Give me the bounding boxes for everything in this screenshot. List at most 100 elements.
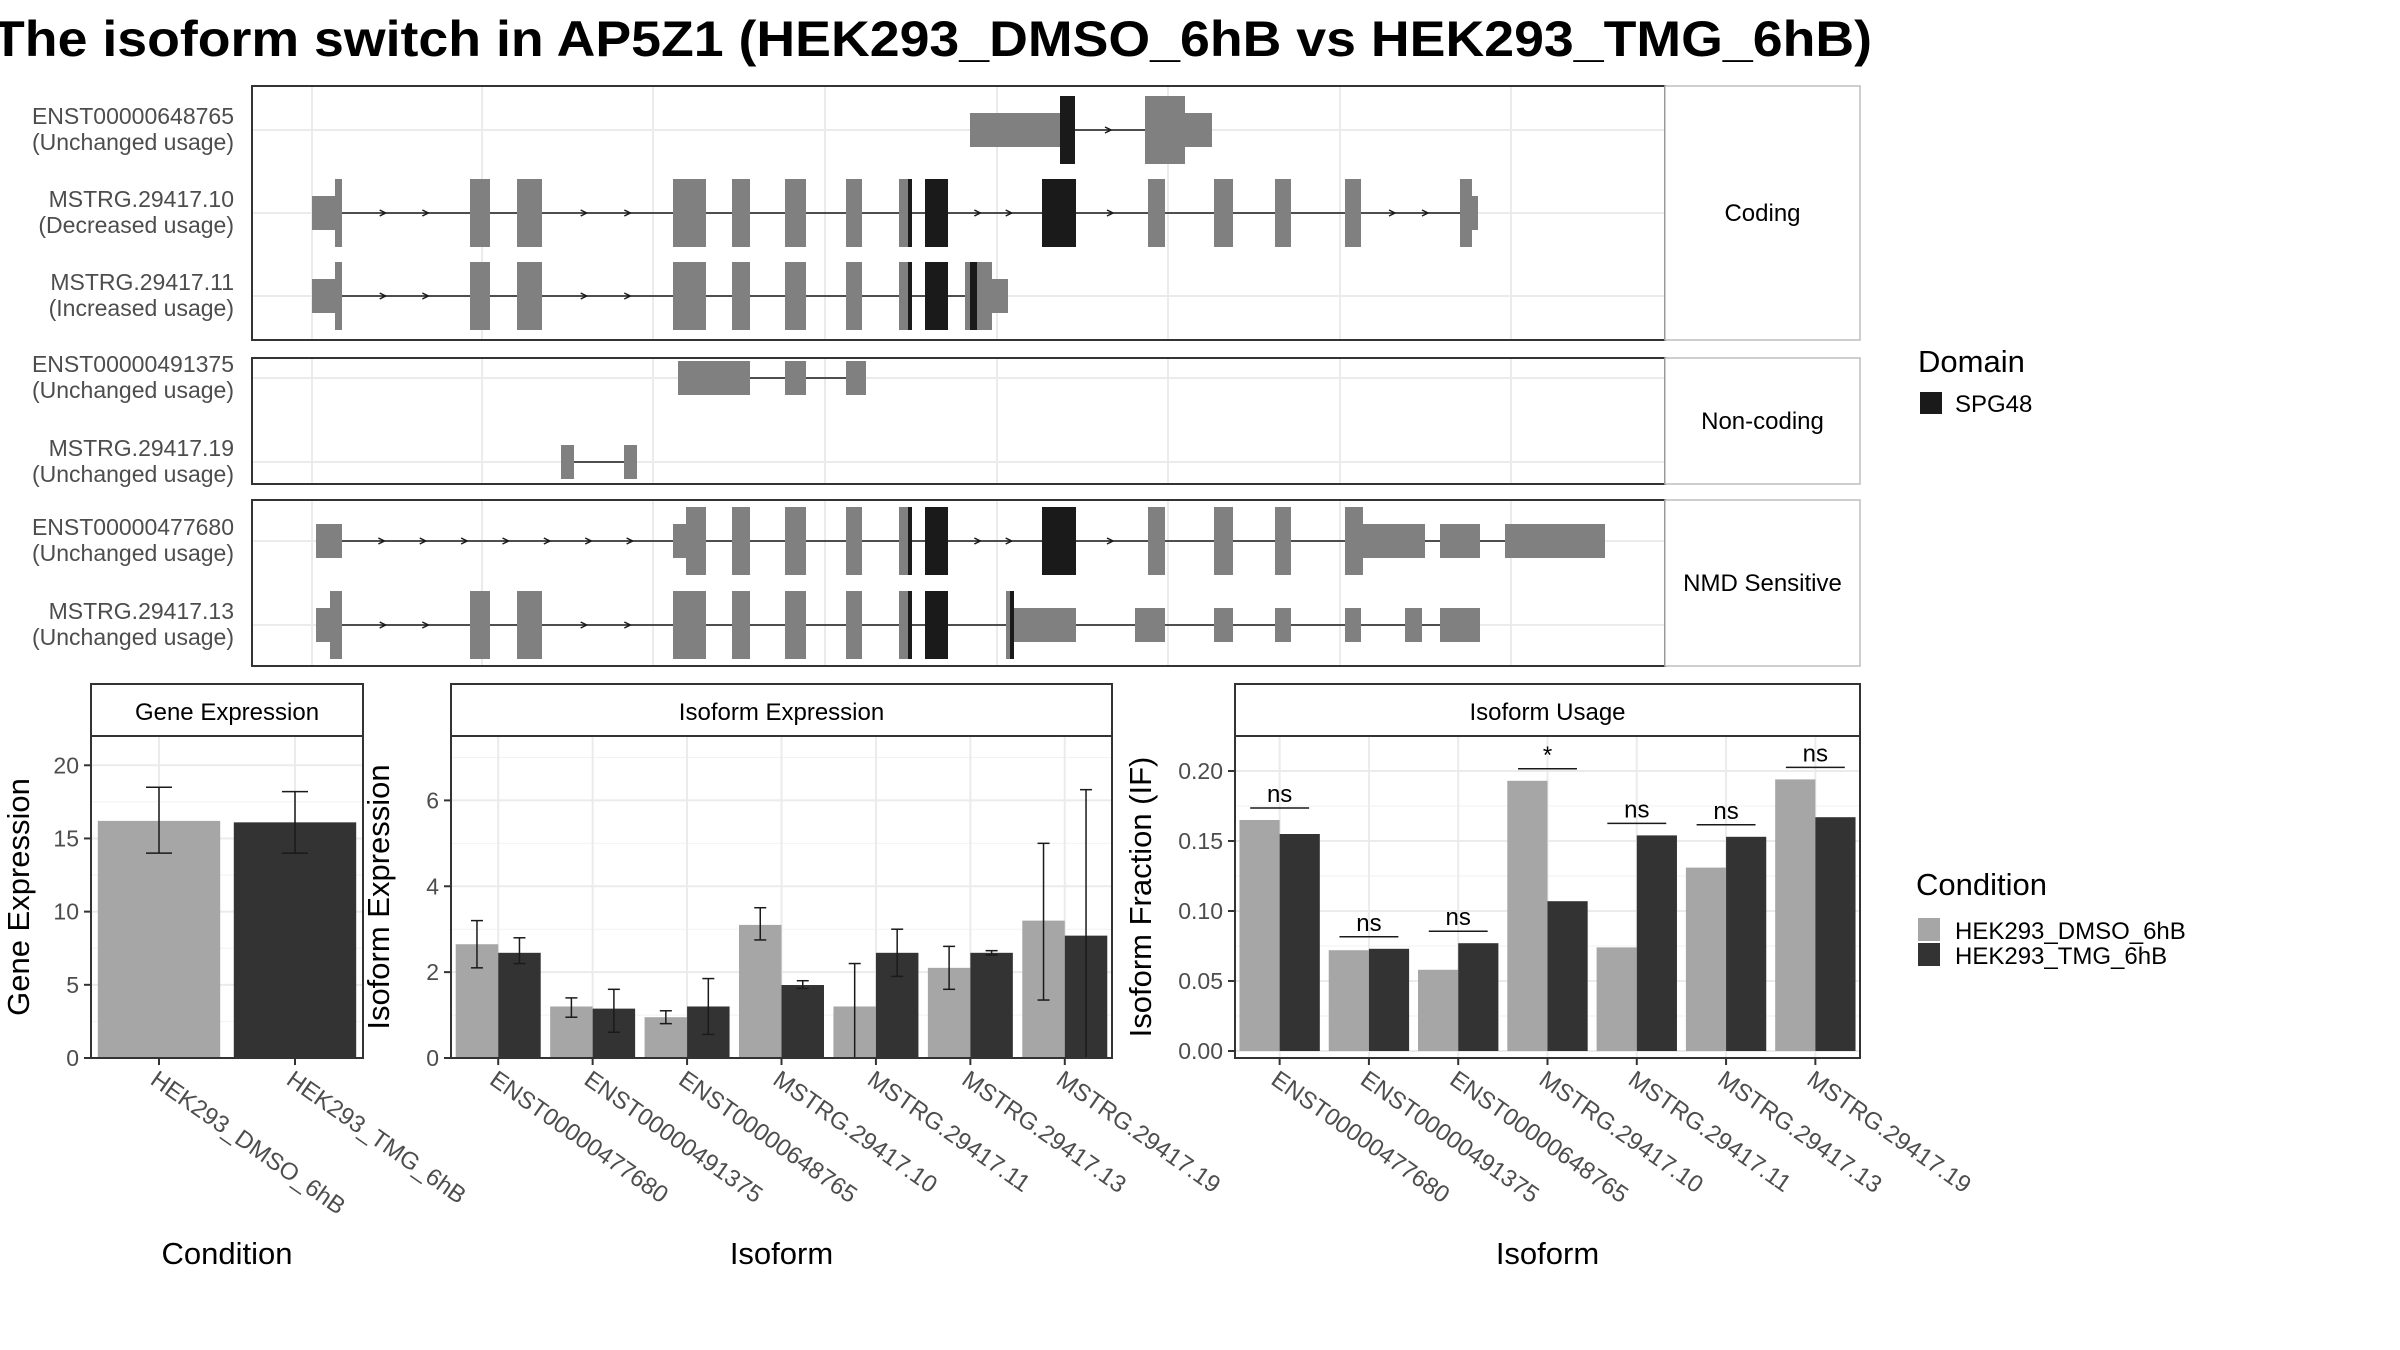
intron-arrow <box>584 537 593 545</box>
bar <box>1418 969 1459 1051</box>
exon <box>992 279 1008 313</box>
domain-exon <box>1042 507 1076 575</box>
exon <box>1275 608 1291 642</box>
intron-arrow <box>421 209 431 217</box>
structure-panel-2: ENST00000491375(Unchanged usage)MSTRG.29… <box>32 351 1861 487</box>
intron-arrow <box>502 537 511 545</box>
exon <box>785 507 806 575</box>
exon <box>1440 524 1480 558</box>
domain-exon <box>1060 96 1075 164</box>
bar <box>233 822 357 1058</box>
transcript-usage-status: (Decreased usage) <box>38 212 234 238</box>
structure-panel-3: ENST00000477680(Unchanged usage) MSTRG.29… <box>32 499 1861 667</box>
exon <box>785 179 806 247</box>
bar-charts: Gene Expression05101520HEK293_DMSO_6hBHE… <box>1 683 1976 1271</box>
intron-arrow <box>379 621 388 629</box>
chart-2: Isoform Expression0246ENST00000477680ENS… <box>361 683 1225 1271</box>
exon <box>673 179 706 247</box>
x-tick-label: MSTRG.29417.11 <box>1623 1066 1795 1198</box>
transcript-structure-panel: ENST00000648765(Unchanged usage)MSTRG.29… <box>32 85 1861 667</box>
intron-arrow <box>580 209 589 217</box>
exon <box>846 591 862 659</box>
exon <box>1460 179 1472 247</box>
bar <box>1547 901 1588 1051</box>
exon <box>517 179 542 247</box>
exon <box>846 361 866 395</box>
transcript-row: MSTRG.29417.13(Unchanged usage) <box>32 591 1480 659</box>
exon <box>846 507 862 575</box>
intron-arrow <box>379 292 388 300</box>
exon <box>335 262 342 330</box>
facet-strip-label: Coding <box>1724 200 1800 227</box>
x-tick-label: MSTRG.29417.11 <box>862 1066 1034 1198</box>
exon <box>1405 608 1422 642</box>
transcript-usage-status: (Unchanged usage) <box>32 129 234 155</box>
significance-label: ns <box>1803 740 1828 767</box>
transcript-row: MSTRG.29417.19(Unchanged usage) <box>32 435 637 487</box>
intron-arrow <box>543 537 552 545</box>
domain-exon <box>908 179 912 247</box>
bar <box>1458 943 1499 1051</box>
domain-exon <box>908 262 912 330</box>
condition-legend-label: HEK293_TMG_6hB <box>1955 943 2167 970</box>
exon <box>673 262 706 330</box>
exon <box>732 507 750 575</box>
exon <box>1214 507 1233 575</box>
exon <box>1014 608 1076 642</box>
bar <box>1279 834 1320 1051</box>
exon <box>316 608 330 642</box>
intron-arrow <box>626 537 635 545</box>
bar <box>739 924 782 1058</box>
y-axis-title: Isoform Fraction (IF) <box>1123 757 1158 1038</box>
exon <box>312 279 335 313</box>
exon <box>470 179 490 247</box>
y-tick-label: 0.00 <box>1178 1038 1223 1064</box>
transcript-row: MSTRG.29417.11(Increased usage) <box>49 262 1008 330</box>
transcript-name: MSTRG.29417.13 <box>49 598 234 624</box>
chart-title: Gene Expression <box>135 699 319 726</box>
intron-arrow <box>623 209 633 217</box>
x-tick-label: MSTRG.29417.13 <box>1713 1066 1887 1199</box>
intron-arrow <box>421 292 431 300</box>
bar <box>1239 820 1280 1051</box>
bar <box>1726 836 1767 1051</box>
intron-arrow <box>379 209 388 217</box>
exon <box>1505 524 1605 558</box>
significance-label: ns <box>1446 904 1471 931</box>
transcript-name: MSTRG.29417.19 <box>49 435 234 461</box>
transcript-usage-status: (Increased usage) <box>49 295 234 321</box>
exon <box>1214 608 1233 642</box>
chart-title: Isoform Expression <box>679 699 884 726</box>
bar <box>1368 948 1410 1051</box>
transcript-usage-status: (Unchanged usage) <box>32 624 234 650</box>
bar <box>1636 835 1677 1051</box>
exon <box>899 507 908 575</box>
transcript-row: ENST00000648765(Unchanged usage) <box>32 96 1212 164</box>
intron-arrow <box>421 621 431 629</box>
transcript-row: ENST00000477680(Unchanged usage) <box>32 507 1605 575</box>
x-tick-label: MSTRG.29417.19 <box>1802 1066 1976 1199</box>
condition-legend-title: Condition <box>1916 867 2047 902</box>
domain-legend-key <box>1920 392 1942 414</box>
exon <box>846 179 862 247</box>
bar <box>498 952 541 1058</box>
chart-title-strip <box>450 683 1113 737</box>
exon <box>330 591 342 659</box>
figure-title: The isoform switch in AP5Z1 (HEK293_DMSO… <box>0 11 1872 67</box>
exon <box>732 262 750 330</box>
x-axis-title: Condition <box>162 1236 293 1271</box>
significance-label: ns <box>1624 796 1649 823</box>
condition-legend-label: HEK293_DMSO_6hB <box>1955 918 2186 945</box>
exon <box>624 445 637 479</box>
exon <box>899 262 908 330</box>
domain-exon <box>925 591 948 659</box>
transcript-name: ENST00000648765 <box>32 103 234 129</box>
exon <box>785 591 806 659</box>
x-axis-title: Isoform <box>1496 1236 1599 1271</box>
exon <box>899 179 908 247</box>
domain-legend-title: Domain <box>1918 344 2025 379</box>
chart-1: Gene Expression05101520HEK293_DMSO_6hBHE… <box>1 683 471 1271</box>
exon <box>1363 524 1425 558</box>
exon <box>1148 179 1165 247</box>
